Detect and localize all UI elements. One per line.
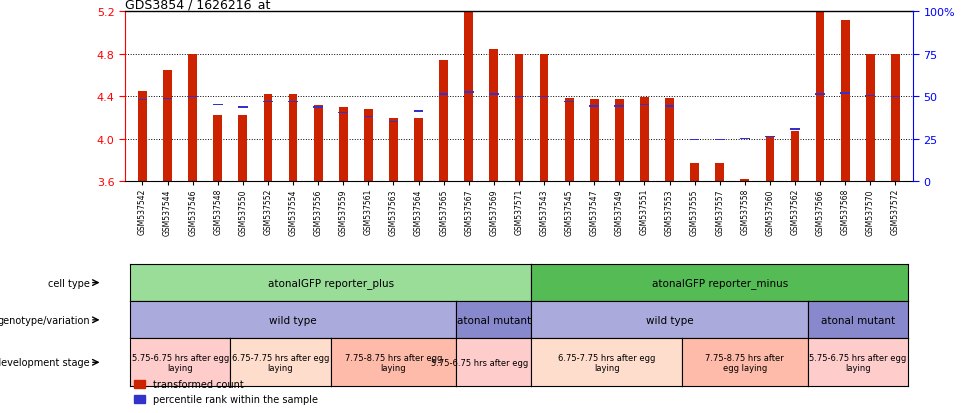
Bar <box>238 116 247 182</box>
Bar <box>565 99 574 182</box>
Bar <box>840 93 850 95</box>
Bar <box>866 95 875 97</box>
Bar <box>615 100 624 182</box>
Bar <box>389 118 398 182</box>
Text: 6.75-7.75 hrs after egg
laying: 6.75-7.75 hrs after egg laying <box>558 353 655 372</box>
Bar <box>338 112 348 114</box>
Bar <box>765 137 775 138</box>
Bar <box>188 55 197 182</box>
Bar <box>288 102 298 103</box>
Text: wild type: wild type <box>269 315 317 325</box>
Bar <box>263 95 272 182</box>
Bar <box>841 21 850 182</box>
Bar <box>715 140 725 141</box>
Bar <box>891 55 899 182</box>
Bar <box>187 96 198 98</box>
Text: development stage: development stage <box>0 357 90 368</box>
Bar <box>464 92 474 93</box>
Bar <box>790 129 800 131</box>
Text: 7.75-8.75 hrs after
egg laying: 7.75-8.75 hrs after egg laying <box>705 353 784 372</box>
Text: genotype/variation: genotype/variation <box>0 315 90 325</box>
Text: GDS3854 / 1626216_at: GDS3854 / 1626216_at <box>125 0 270 11</box>
Bar <box>313 107 323 108</box>
Bar <box>665 99 674 182</box>
Bar <box>815 94 825 96</box>
Bar <box>690 140 700 141</box>
Bar <box>263 102 273 103</box>
Bar <box>540 55 549 182</box>
Text: 5.75-6.75 hrs after egg
laying: 5.75-6.75 hrs after egg laying <box>809 353 906 372</box>
Legend: transformed count, percentile rank within the sample: transformed count, percentile rank withi… <box>130 375 322 408</box>
Bar <box>640 105 650 106</box>
Bar <box>740 180 750 182</box>
Bar <box>514 96 524 98</box>
Bar <box>464 14 473 182</box>
Bar <box>339 108 348 182</box>
Bar <box>791 132 800 182</box>
Bar <box>690 164 699 182</box>
Bar <box>489 94 499 96</box>
Bar <box>439 61 448 182</box>
Text: atonalGFP reporter_minus: atonalGFP reporter_minus <box>652 278 788 288</box>
Text: 5.75-6.75 hrs after egg laying: 5.75-6.75 hrs after egg laying <box>431 358 556 367</box>
Bar <box>539 96 549 98</box>
Text: atonalGFP reporter_plus: atonalGFP reporter_plus <box>268 278 394 288</box>
Bar <box>640 98 649 182</box>
Bar <box>665 106 675 107</box>
Text: 5.75-6.75 hrs after egg
laying: 5.75-6.75 hrs after egg laying <box>132 353 229 372</box>
Text: wild type: wild type <box>646 315 693 325</box>
Bar <box>414 111 424 113</box>
Bar <box>213 105 223 106</box>
Bar <box>363 116 373 118</box>
Bar <box>514 55 524 182</box>
Bar <box>740 139 750 140</box>
Bar <box>288 95 298 182</box>
Bar <box>138 92 147 182</box>
Bar <box>715 164 724 182</box>
Bar <box>213 116 222 182</box>
Bar <box>137 100 147 101</box>
Bar <box>489 50 498 182</box>
Bar <box>564 102 574 103</box>
Bar <box>163 71 172 182</box>
Bar <box>238 107 248 108</box>
Bar <box>589 106 599 107</box>
Bar <box>162 98 172 100</box>
Bar <box>439 94 449 96</box>
Bar <box>614 106 624 107</box>
Bar <box>590 100 599 182</box>
Bar <box>816 14 825 182</box>
Text: 6.75-7.75 hrs after egg
laying: 6.75-7.75 hrs after egg laying <box>232 353 330 372</box>
Bar <box>388 122 398 123</box>
Text: cell type: cell type <box>48 278 90 288</box>
Bar <box>364 110 373 182</box>
Text: atonal mutant: atonal mutant <box>456 315 530 325</box>
Bar <box>314 106 323 182</box>
Bar <box>866 55 875 182</box>
Bar <box>414 118 423 182</box>
Bar <box>766 137 775 182</box>
Text: 7.75-8.75 hrs after egg
laying: 7.75-8.75 hrs after egg laying <box>345 353 442 372</box>
Bar <box>891 96 900 98</box>
Text: atonal mutant: atonal mutant <box>821 315 895 325</box>
